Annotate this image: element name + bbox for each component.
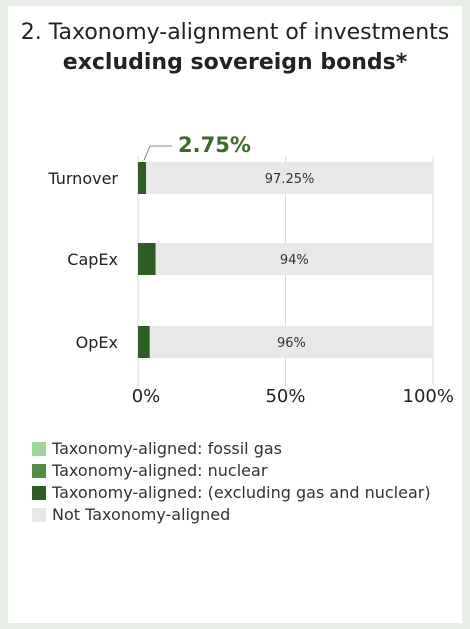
legend-label: Taxonomy-aligned: fossil gas [52, 439, 283, 458]
legend-item: Taxonomy-aligned: (excluding gas and nuc… [32, 482, 431, 504]
legend-item: Not Taxonomy-aligned [32, 504, 431, 526]
legend-label: Taxonomy-aligned: nuclear [52, 461, 268, 480]
bar-segment [138, 243, 156, 275]
chart-legend: Taxonomy-aligned: fossil gas Taxonomy-ali… [32, 438, 431, 526]
data-label: 97.25% [265, 172, 315, 187]
category-label: OpEx [76, 333, 118, 352]
legend-swatch [32, 442, 46, 456]
chart-title-emphasis: excluding sovereign bonds* [62, 50, 408, 75]
category-label: Turnover [47, 169, 118, 188]
chart-title: 2. Taxonomy-alignment of investments exc… [8, 18, 462, 78]
data-label: 94% [280, 253, 309, 268]
x-tick-label: 50% [265, 386, 305, 407]
legend-label: Taxonomy-aligned: (excluding gas and nuc… [52, 483, 431, 502]
bar-segment [149, 326, 434, 358]
bar-segment [155, 243, 433, 275]
legend-swatch [32, 508, 46, 522]
legend-swatch [32, 464, 46, 478]
chart-title-prefix: 2. Taxonomy-alignment of investments [20, 20, 450, 45]
legend-item: Taxonomy-aligned: nuclear [32, 460, 431, 482]
callout-label: 2.75% [178, 133, 251, 157]
legend-swatch [32, 486, 46, 500]
category-label: CapEx [67, 250, 118, 269]
bar-segment [146, 162, 434, 194]
x-tick-label: 100% [403, 386, 454, 407]
bar-segment [138, 162, 147, 194]
bar-segment [138, 326, 150, 358]
callout-leader [143, 145, 173, 161]
chart-panel: 2. Taxonomy-alignment of investments exc… [8, 6, 462, 623]
legend-item: Taxonomy-aligned: fossil gas [32, 438, 431, 460]
x-tick-label: 0% [132, 386, 161, 407]
legend-label: Not Taxonomy-aligned [52, 505, 231, 524]
bar-chart: Turnover 97.25% CapEx 94% OpEx 96% 2.75% 0% 50% 1… [47, 133, 454, 407]
data-label: 96% [277, 336, 306, 351]
